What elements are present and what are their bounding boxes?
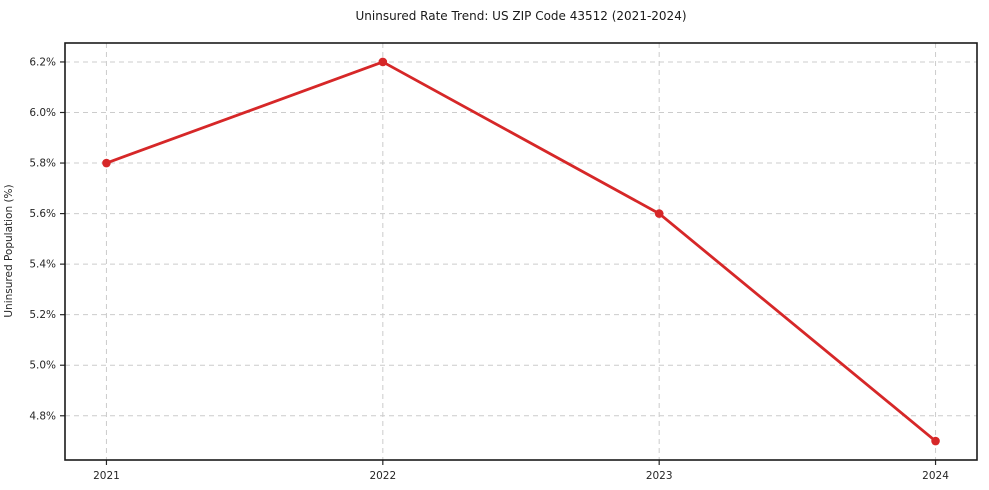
plot-border: [64, 42, 978, 461]
data-point-marker: [654, 209, 664, 218]
trend-line: [105, 60, 937, 443]
data-series: [102, 57, 940, 446]
y-tick-label: 6.0%: [29, 107, 56, 119]
y-tick-label: 4.8%: [29, 410, 56, 422]
data-point-marker: [102, 158, 111, 168]
y-axis-label: Uninsured Population (%): [3, 184, 15, 317]
y-tick-label: 6.2%: [29, 56, 56, 68]
axis-tick-marks: [60, 61, 937, 465]
x-tick-label: 2023: [646, 470, 673, 482]
y-tick-label: 5.0%: [29, 360, 56, 372]
chart-title: Uninsured Rate Trend: US ZIP Code 43512 …: [355, 9, 686, 23]
data-point-marker: [378, 57, 388, 67]
gridlines: [65, 43, 977, 460]
x-tick-labels: 2021 2022 2023 2024: [93, 470, 949, 482]
y-tick-label: 5.6%: [29, 208, 56, 220]
y-tick-labels: 4.8% 5.0% 5.2% 5.4% 5.6% 5.8% 6.0% 6.2%: [29, 56, 56, 422]
y-tick-label: 5.8%: [29, 158, 56, 170]
x-tick-label: 2021: [93, 470, 120, 482]
y-tick-label: 5.4%: [29, 259, 56, 271]
y-tick-label: 5.2%: [29, 309, 56, 321]
x-tick-label: 2022: [369, 470, 396, 482]
data-point-marker: [931, 436, 940, 446]
x-tick-label: 2024: [922, 470, 949, 482]
